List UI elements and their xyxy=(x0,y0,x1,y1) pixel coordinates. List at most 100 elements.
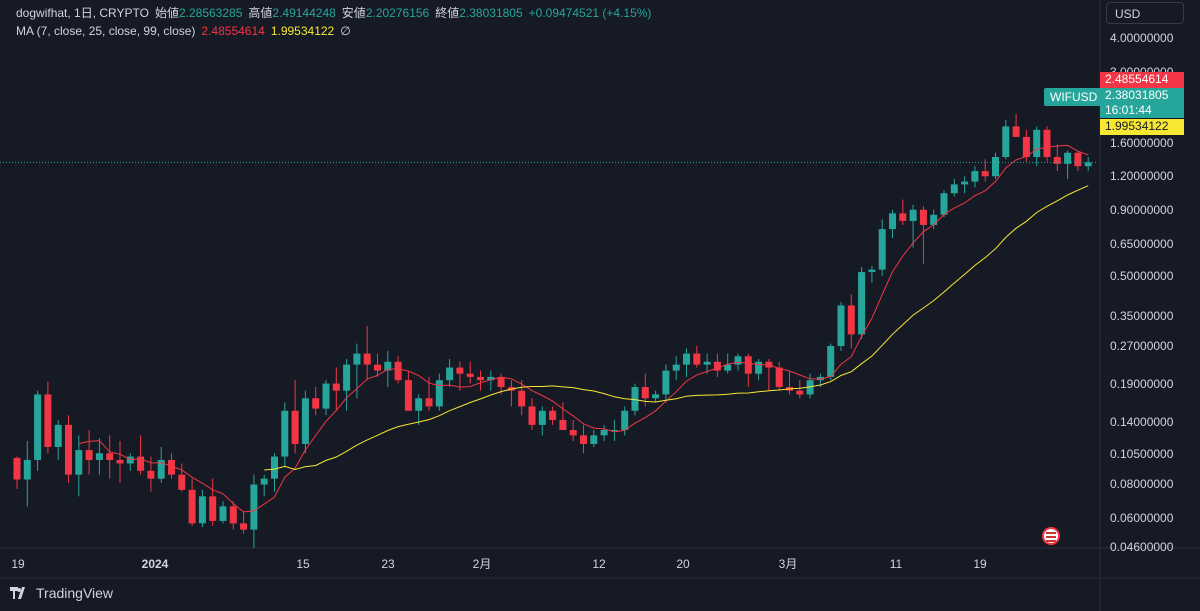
candle-body xyxy=(1043,129,1051,158)
x-tick-label: 19 xyxy=(11,557,25,571)
candle-body xyxy=(621,410,629,430)
candle-body xyxy=(322,383,330,409)
candle-body xyxy=(157,459,165,479)
candle-body xyxy=(693,353,701,365)
candle-body xyxy=(961,181,969,185)
candle-body xyxy=(137,456,145,471)
candle-body xyxy=(1084,162,1092,167)
candle-body xyxy=(477,376,484,381)
ma7-line xyxy=(78,144,1089,513)
candle-body xyxy=(992,157,999,177)
candle-body xyxy=(198,496,206,524)
candle-body xyxy=(404,380,412,411)
close-value: 2.38031805 xyxy=(459,6,523,20)
candle-body xyxy=(827,345,835,377)
brand-label: TradingView xyxy=(36,585,114,601)
y-tick-label: 0.04600000 xyxy=(1110,540,1174,554)
candle-body xyxy=(425,398,433,407)
candle-body xyxy=(147,470,155,479)
high-label: 高値 xyxy=(248,6,273,20)
x-tick-label: 23 xyxy=(381,557,395,571)
candle-body xyxy=(229,506,237,524)
candle-body xyxy=(85,450,93,460)
candle-body xyxy=(106,453,114,460)
candle-body xyxy=(569,429,577,436)
ma25-line xyxy=(264,185,1089,471)
y-tick-label: 0.65000000 xyxy=(1110,237,1174,251)
candle-body xyxy=(816,376,824,381)
candle-body xyxy=(796,390,804,395)
low-label: 安値 xyxy=(341,6,366,20)
open-label: 始値 xyxy=(154,6,179,20)
candle-body xyxy=(363,353,371,365)
last-price-value: 2.38031805 xyxy=(1105,88,1169,102)
candle-body xyxy=(34,394,42,460)
candle-body xyxy=(291,410,299,444)
candle-body xyxy=(188,489,196,524)
open-value: 2.28563285 xyxy=(178,6,243,20)
low-value: 2.20276156 xyxy=(365,6,430,20)
candle-body xyxy=(168,459,175,475)
candle-body xyxy=(126,456,134,464)
candle-body xyxy=(672,364,680,371)
x-tick-label: 15 xyxy=(296,557,310,571)
candle-body xyxy=(755,361,763,374)
candle-body xyxy=(1022,136,1030,158)
ma7-price-tag: 2.48554614 xyxy=(1100,72,1184,88)
candle-body xyxy=(518,390,526,407)
candle-body xyxy=(775,367,783,388)
candle-body xyxy=(549,410,557,420)
ma25-value: 1.99534122 xyxy=(270,24,335,38)
x-tick-label: 3月 xyxy=(779,557,798,571)
candle-body xyxy=(487,376,495,381)
candle-body xyxy=(538,410,546,425)
us-flag-icon[interactable] xyxy=(1042,527,1060,545)
candle-body xyxy=(631,387,639,411)
candle-body xyxy=(456,367,464,374)
candle-body xyxy=(415,398,423,411)
candle-body xyxy=(435,380,443,407)
candle-body xyxy=(580,435,587,444)
candle-body xyxy=(734,356,742,365)
countdown-timer: 16:01:44 xyxy=(1105,103,1152,117)
y-tick-label: 0.50000000 xyxy=(1110,269,1174,283)
candle-body xyxy=(1064,152,1072,164)
candle-body xyxy=(868,269,876,273)
y-tick-label: 4.00000000 xyxy=(1110,31,1174,45)
candle-body xyxy=(889,213,896,230)
candle-body xyxy=(662,370,670,395)
y-tick-label: 1.20000000 xyxy=(1110,169,1174,183)
candle-body xyxy=(240,523,248,530)
candle-body xyxy=(281,410,289,457)
symbol-info: dogwifhat, 1日, CRYPTO xyxy=(16,6,149,20)
candle-body xyxy=(95,453,103,460)
candle-body xyxy=(497,376,505,388)
y-tick-label: 0.10500000 xyxy=(1110,447,1174,461)
candle-body xyxy=(971,171,979,182)
candle-body xyxy=(1012,126,1020,137)
candle-body xyxy=(219,506,227,521)
candle-body xyxy=(353,353,361,365)
candle-body xyxy=(652,394,660,399)
currency-button[interactable]: USD xyxy=(1106,2,1184,24)
y-tick-label: 0.06000000 xyxy=(1110,511,1174,525)
x-tick-label: 11 xyxy=(890,557,903,571)
candle-body xyxy=(446,367,454,381)
candle-body xyxy=(65,424,72,475)
candle-body xyxy=(75,450,83,475)
y-tick-label: 0.08000000 xyxy=(1110,477,1174,491)
ma-indicator-label[interactable]: MA (7, close, 25, close, 99, close) xyxy=(16,24,196,38)
candle-body xyxy=(394,361,402,381)
candle-body xyxy=(940,193,948,215)
y-tick-label: 0.19000000 xyxy=(1110,377,1174,391)
candle-body xyxy=(54,424,62,447)
candle-body xyxy=(13,457,21,480)
high-value: 2.49144248 xyxy=(272,6,336,20)
candle-body xyxy=(713,361,721,371)
y-tick-label: 0.35000000 xyxy=(1110,309,1174,323)
candle-body xyxy=(116,459,124,464)
candle-body xyxy=(178,474,186,490)
tradingview-logo[interactable]: TradingView xyxy=(10,585,113,601)
candle-body xyxy=(466,373,474,377)
